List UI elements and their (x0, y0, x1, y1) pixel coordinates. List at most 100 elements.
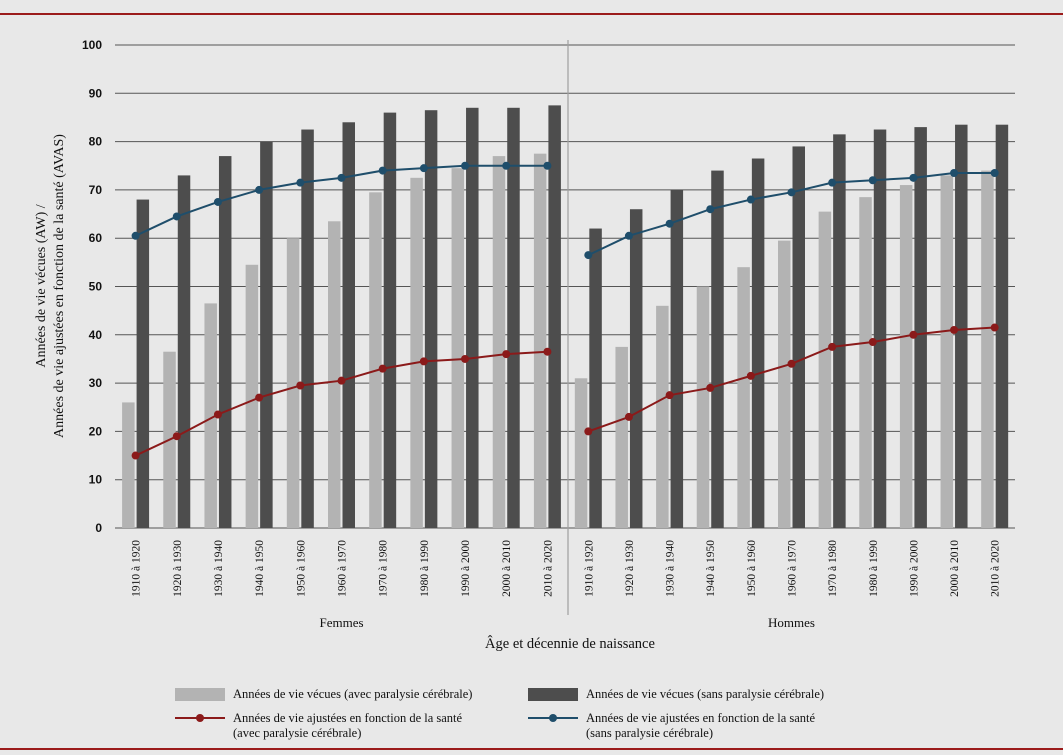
bar-with-cp (696, 286, 710, 528)
point-with-cp (665, 391, 674, 400)
point-without-cp (461, 161, 470, 170)
bar-with-cp (451, 168, 465, 529)
point-with-cp (419, 357, 428, 366)
bar-without-cp (589, 228, 602, 529)
bar-with-cp (940, 175, 954, 528)
legend-label: Années de vie ajustées en fonction de la… (586, 711, 815, 741)
point-without-cp (296, 178, 305, 187)
point-without-cp (787, 188, 796, 197)
point-with-cp (378, 364, 387, 373)
bar-with-cp (615, 346, 628, 528)
x-tick-label: 1970 à 1980 (827, 540, 839, 597)
y-tick-label: 20 (89, 424, 103, 438)
bar-without-cp (955, 124, 968, 528)
point-without-cp (950, 168, 959, 177)
point-with-cp (502, 350, 511, 359)
bar-without-cp (383, 112, 397, 529)
legend-label-line2: (sans paralysie cérébrale) (586, 726, 714, 740)
bar-with-cp (859, 197, 872, 528)
point-without-cp (337, 173, 346, 182)
point-with-cp (828, 342, 837, 351)
point-without-cp (543, 161, 552, 170)
bar-without-cp (914, 127, 927, 529)
x-tick-label: 1920 à 1930 (624, 540, 636, 597)
legend-item-bar-with-cp: Années de vie vécues (avec paralysie cér… (175, 687, 472, 702)
legend-swatch-red-line (175, 711, 225, 725)
point-without-cp (131, 231, 140, 240)
point-without-cp (172, 212, 181, 221)
x-tick-label: 1980 à 1990 (419, 540, 431, 597)
point-with-cp (868, 338, 877, 347)
bar-without-cp (260, 141, 273, 528)
point-with-cp (746, 371, 755, 380)
bar-with-cp (369, 192, 382, 528)
bar-without-cp (301, 129, 314, 528)
bar-with-cp (533, 153, 547, 529)
bar-with-cp (328, 221, 341, 529)
point-without-cp (255, 185, 264, 194)
bar-with-cp (204, 303, 217, 528)
point-with-cp (584, 427, 593, 436)
bar-without-cp (629, 209, 643, 528)
x-tick-label: 1930 à 1940 (665, 540, 677, 597)
point-with-cp (787, 359, 796, 368)
legend-label-line1: Années de vie ajustées en fonction de la… (233, 711, 463, 725)
point-with-cp (624, 412, 633, 421)
bar-without-cp (833, 134, 846, 529)
point-without-cp (502, 161, 511, 170)
point-with-cp (909, 330, 918, 339)
x-tick-label: 1960 à 1970 (337, 540, 349, 597)
legend-item-bar-without-cp: Années de vie vécues (sans paralysie cér… (528, 687, 824, 702)
point-without-cp (909, 173, 918, 182)
point-with-cp (706, 383, 715, 392)
bar-with-cp (492, 156, 506, 528)
bar-with-cp (245, 264, 259, 528)
point-without-cp (868, 176, 877, 185)
x-tick-label: 2000 à 2010 (501, 540, 513, 597)
bar-with-cp (899, 185, 913, 528)
y-tick-label: 60 (89, 231, 103, 245)
x-tick-label: 1950 à 1960 (295, 540, 307, 597)
bar-without-cp (218, 156, 232, 528)
line-without-cp (587, 171, 995, 257)
point-with-cp (950, 325, 959, 334)
bar-without-cp (751, 158, 765, 528)
x-tick-label: 1990 à 2000 (908, 540, 920, 597)
legend-item-line-with-cp: Années de vie ajustées en fonction de la… (175, 711, 462, 741)
y-tick-label: 10 (89, 473, 103, 487)
point-without-cp (990, 168, 999, 177)
bar-with-cp (410, 177, 423, 528)
bar-without-cp (424, 110, 438, 528)
bar-with-cp (818, 211, 832, 528)
bar-without-cp (548, 105, 561, 528)
y-tick-label: 80 (89, 135, 103, 149)
legend-swatch-blue-line (528, 711, 578, 725)
legend-label: Années de vie vécues (sans paralysie cér… (586, 687, 825, 701)
y-axis-title-line1: Années de vie vécues (AW) / (34, 204, 49, 367)
bar-without-cp (507, 107, 520, 528)
point-without-cp (419, 164, 428, 173)
x-tick-label: 2000 à 2010 (949, 540, 961, 597)
bar-without-cp (136, 199, 150, 528)
point-without-cp (746, 195, 755, 204)
legend-item-line-without-cp: Années de vie ajustées en fonction de la… (528, 711, 815, 741)
x-tick-label: 1960 à 1970 (787, 540, 799, 597)
bar-with-cp (981, 170, 994, 528)
bar-without-cp (995, 124, 1009, 528)
x-tick-label: 1910 à 1920 (131, 540, 143, 597)
legend-label-line1: Années de vie ajustées en fonction de la… (586, 711, 816, 725)
legend-label: Années de vie vécues (avec paralysie cér… (233, 687, 473, 701)
y-tick-label: 100 (82, 38, 102, 52)
group-label: Hommes (768, 615, 815, 630)
point-with-cp (213, 410, 222, 419)
legend-swatch-dark-bar (528, 688, 578, 701)
point-without-cp (378, 166, 387, 175)
x-tick-label: 1940 à 1950 (254, 540, 266, 597)
x-tick-label: 1920 à 1930 (172, 540, 184, 597)
y-tick-label: 30 (89, 376, 103, 390)
x-tick-label: 2010 à 2020 (990, 540, 1002, 597)
point-with-cp (131, 451, 140, 460)
point-without-cp (624, 231, 633, 240)
bar-without-cp (466, 107, 479, 528)
y-tick-label: 50 (89, 280, 103, 294)
